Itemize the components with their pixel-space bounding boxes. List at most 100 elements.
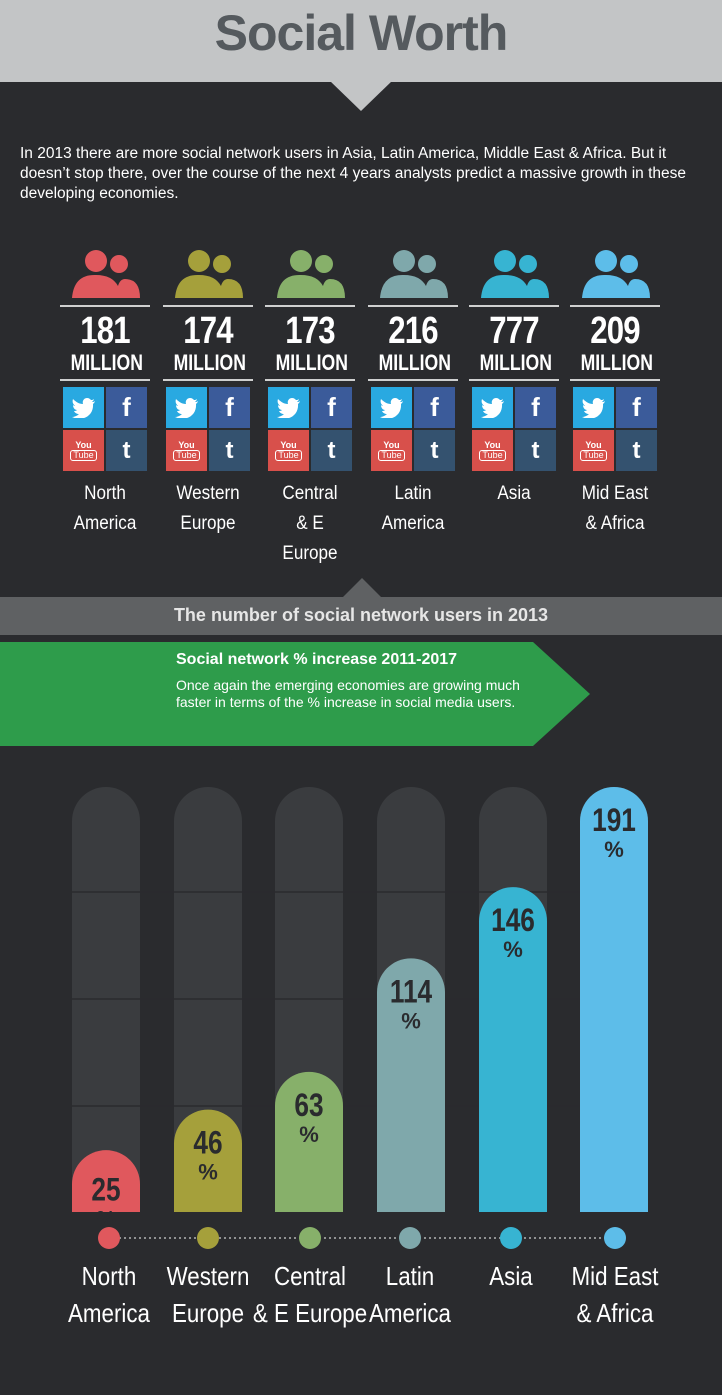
category-label: North — [82, 1262, 137, 1291]
twitter-icon — [573, 387, 614, 428]
twitter-icon — [472, 387, 513, 428]
people-icon — [175, 250, 243, 298]
category-label: & Africa — [576, 1299, 653, 1328]
bar — [377, 958, 445, 1212]
youtube-icon-top: You — [178, 439, 195, 450]
region-name: North America — [66, 479, 143, 539]
region-name: Mid East & Africa — [576, 479, 653, 539]
region-name-line2: America — [73, 513, 137, 534]
category-label: Latin — [386, 1262, 434, 1291]
users-unit: MILLION — [479, 350, 552, 375]
divider — [265, 305, 355, 307]
bar — [174, 1109, 242, 1212]
category-label: Asia — [489, 1262, 533, 1291]
divider — [469, 305, 559, 307]
users-2013-caption: The number of social network users in 20… — [173, 605, 549, 625]
bar-value-unit: % — [604, 837, 624, 862]
category-dot — [197, 1227, 219, 1249]
region-name-line1: Western — [176, 483, 240, 504]
social-icons-grid: f You Tube t — [573, 387, 658, 471]
region-card: 209 MILLION f You Tube t Mid East & Afri… — [570, 248, 660, 539]
people-icon — [582, 250, 650, 298]
bar-value-unit: % — [503, 937, 523, 962]
tumblr-icon: t — [311, 430, 352, 471]
facebook-icon: f — [414, 387, 455, 428]
twitter-icon — [371, 387, 412, 428]
category-label: America — [369, 1299, 451, 1328]
youtube-icon: You Tube — [371, 430, 412, 471]
divider — [368, 305, 458, 307]
bar-value-label: 46 — [193, 1126, 222, 1161]
bar-value-label: 191 — [592, 804, 636, 839]
social-icons-grid: f You Tube t — [371, 387, 456, 471]
region-name-line1: North — [84, 483, 126, 504]
region-name: Asia — [475, 479, 552, 509]
users-unit: MILLION — [275, 350, 348, 375]
bar-value-label: 25 — [91, 1173, 120, 1208]
youtube-icon: You Tube — [573, 430, 614, 471]
youtube-icon-top: You — [280, 439, 297, 450]
bar — [275, 1071, 343, 1212]
youtube-icon-bottom: Tube — [275, 449, 302, 461]
youtube-icon-bottom: Tube — [173, 449, 200, 461]
people-icon — [481, 250, 549, 298]
region-name: Latin America — [374, 479, 451, 539]
region-name-line1: Central — [282, 483, 338, 504]
twitter-icon — [63, 387, 104, 428]
bar-value-unit: % — [198, 1160, 218, 1185]
bar-value-unit: % — [299, 1122, 319, 1147]
bar — [580, 787, 648, 1212]
twitter-icon — [166, 387, 207, 428]
tumblr-icon: t — [515, 430, 556, 471]
bar-value-label: 146 — [491, 904, 535, 939]
region-name: Central & E Europe — [271, 479, 348, 569]
facebook-icon: f — [311, 387, 352, 428]
youtube-icon-bottom: Tube — [479, 449, 506, 461]
region-card: 174 MILLION f You Tube t Western Europe — [163, 248, 253, 539]
tumblr-icon: t — [616, 430, 657, 471]
people-icon — [277, 250, 345, 298]
divider — [60, 379, 150, 381]
divider — [163, 379, 253, 381]
people-icon — [72, 250, 140, 298]
users-unit: MILLION — [378, 350, 451, 375]
region-name-line1: Latin — [394, 483, 432, 504]
category-dot — [604, 1227, 626, 1249]
region-name-line2: & E Europe — [282, 513, 338, 564]
bar-value-label: 63 — [294, 1088, 323, 1123]
social-icons-grid: f You Tube t — [63, 387, 148, 471]
region-card: 777 MILLION f You Tube t Asia — [469, 248, 559, 509]
users-value: 181 — [80, 310, 130, 352]
increase-banner — [0, 642, 590, 746]
youtube-icon-top: You — [484, 439, 501, 450]
youtube-icon-top: You — [585, 439, 602, 450]
divider — [570, 305, 660, 307]
divider — [570, 379, 660, 381]
bar-value-unit: % — [96, 1206, 116, 1231]
increase-bar-chart: 25%46%63%114%146%191%NorthAmericaWestern… — [68, 787, 659, 1328]
youtube-icon-bottom: Tube — [70, 449, 97, 461]
tumblr-icon: t — [209, 430, 250, 471]
facebook-icon: f — [515, 387, 556, 428]
bar — [479, 887, 547, 1212]
social-icons-grid: f You Tube t — [268, 387, 353, 471]
category-dot — [500, 1227, 522, 1249]
users-value: 216 — [388, 310, 438, 352]
social-icons-grid: f You Tube t — [166, 387, 251, 471]
region-name: Western Europe — [169, 479, 246, 539]
youtube-icon-top: You — [383, 439, 400, 450]
divider — [265, 379, 355, 381]
bar-value-unit: % — [401, 1008, 421, 1033]
youtube-icon: You Tube — [472, 430, 513, 471]
bar — [72, 1150, 140, 1212]
region-name-line1: Mid East — [581, 483, 649, 504]
divider — [163, 305, 253, 307]
facebook-icon: f — [209, 387, 250, 428]
category-label: & E Europe — [253, 1299, 367, 1328]
youtube-icon-bottom: Tube — [580, 449, 607, 461]
increase-title: Social network % increase 2011-2017 — [176, 651, 458, 668]
category-dot — [299, 1227, 321, 1249]
users-value: 777 — [489, 310, 539, 352]
users-value: 173 — [285, 310, 335, 352]
bar-value-label: 114 — [390, 975, 433, 1010]
